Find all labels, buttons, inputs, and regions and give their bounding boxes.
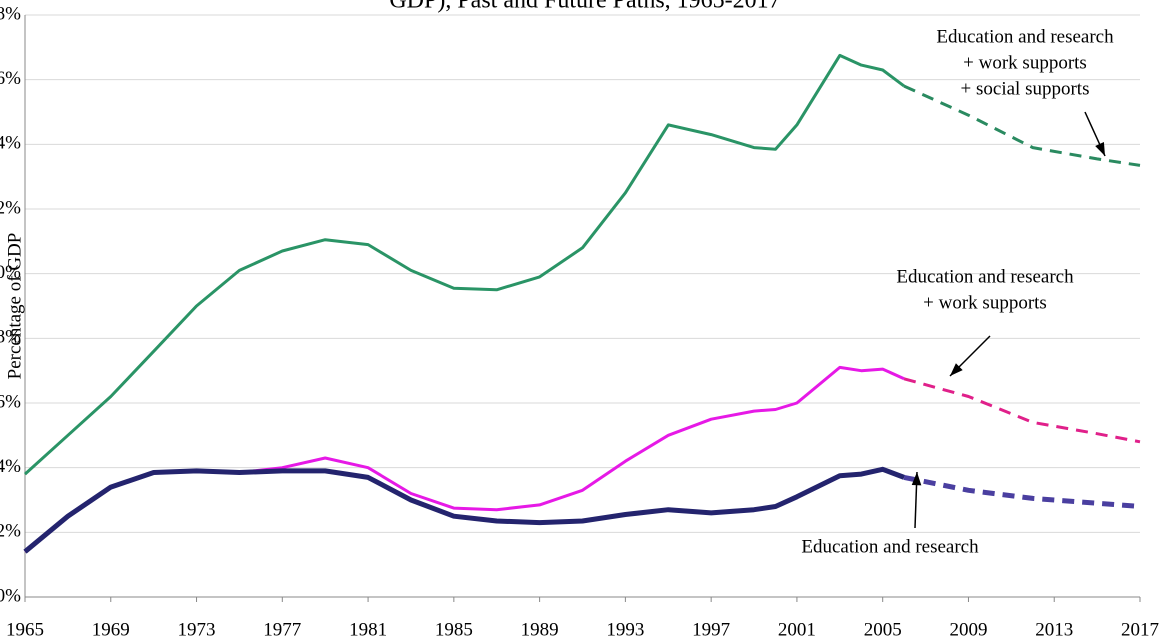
x-tick-label: 2017 bbox=[1121, 619, 1159, 640]
annotation: + work supports bbox=[923, 292, 1047, 313]
y-tick-label: 1.6% bbox=[0, 68, 21, 89]
x-tick-label: 2013 bbox=[1035, 619, 1073, 640]
y-tick-label: 0.6% bbox=[0, 391, 21, 412]
projection-line bbox=[903, 84, 1141, 167]
series-line bbox=[23, 466, 905, 554]
series-line bbox=[23, 53, 906, 476]
x-tick-label: 1969 bbox=[92, 619, 130, 640]
projection-line bbox=[903, 377, 1141, 444]
y-tick-label: 0.4% bbox=[0, 456, 21, 477]
projection-line bbox=[903, 474, 1141, 509]
series-line bbox=[24, 365, 905, 553]
y-axis-label: Percentage of GDP bbox=[4, 233, 25, 380]
x-tick-label: 1989 bbox=[521, 619, 559, 640]
annotation: Education and research bbox=[801, 536, 979, 557]
arrow-head bbox=[950, 363, 963, 376]
x-tick-label: 2001 bbox=[778, 619, 816, 640]
arrow-head bbox=[911, 472, 922, 486]
x-tick-label: 1977 bbox=[263, 619, 301, 640]
x-tick-label: 1965 bbox=[6, 619, 44, 640]
annotation: + social supports bbox=[961, 78, 1090, 99]
arrow-head bbox=[1095, 142, 1105, 156]
annotation: Education and research bbox=[936, 26, 1114, 47]
x-tick-label: 1973 bbox=[178, 619, 216, 640]
y-tick-label: 0.0% bbox=[0, 585, 21, 606]
y-tick-label: 1.2% bbox=[0, 197, 21, 218]
y-tick-label: 1.8% bbox=[0, 3, 21, 24]
y-tick-label: 0.2% bbox=[0, 521, 21, 542]
x-tick-label: 1993 bbox=[606, 619, 644, 640]
x-tick-label: 2009 bbox=[949, 619, 987, 640]
y-tick-label: 0.8% bbox=[0, 327, 21, 348]
y-tick-label: 1.0% bbox=[0, 262, 21, 283]
x-tick-label: 1997 bbox=[692, 619, 730, 640]
y-tick-label: 1.4% bbox=[0, 133, 21, 154]
x-tick-label: 1985 bbox=[435, 619, 473, 640]
chart-title: GDP), Past and Future Paths, 1965-2017 bbox=[389, 0, 780, 14]
annotation: Education and research bbox=[896, 266, 1074, 287]
x-tick-label: 1981 bbox=[349, 619, 387, 640]
annotation: + work supports bbox=[963, 52, 1087, 73]
x-tick-label: 2005 bbox=[864, 619, 902, 640]
